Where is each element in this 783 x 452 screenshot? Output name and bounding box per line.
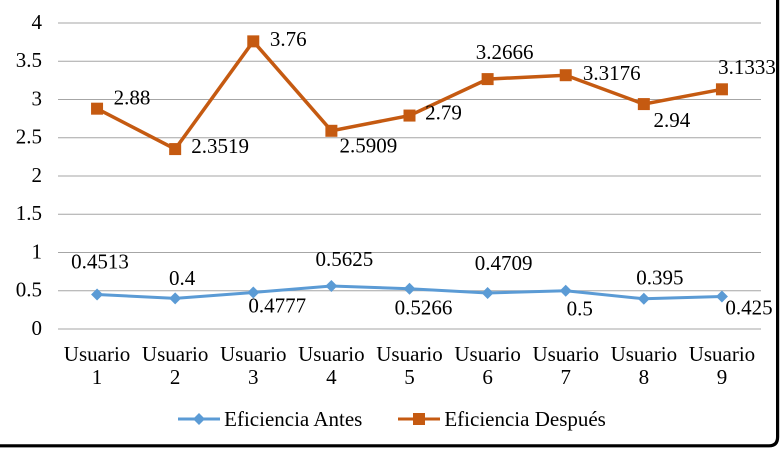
data-point-antes <box>169 292 182 305</box>
y-axis-tick: 2.5 <box>16 125 42 149</box>
y-axis-tick: 4 <box>32 10 43 34</box>
data-label-despues: 3.2666 <box>476 40 534 64</box>
data-label-antes: 0.425 <box>725 295 772 319</box>
x-axis-label-number: 2 <box>170 365 181 389</box>
data-label-antes: 0.4513 <box>71 249 129 273</box>
data-point-despues <box>559 69 572 82</box>
y-axis-tick: 0 <box>32 316 43 340</box>
x-axis-label-word: Usuario <box>532 342 599 366</box>
data-label-despues: 2.94 <box>653 108 690 132</box>
x-axis-label-number: 7 <box>560 365 571 389</box>
data-label-despues: 3.1333 <box>718 55 776 79</box>
data-point-despues <box>169 143 182 156</box>
data-label-antes: 0.4709 <box>475 251 533 275</box>
data-point-antes <box>637 292 650 305</box>
legend-marker-despues-icon <box>398 413 441 425</box>
x-axis-label-number: 1 <box>92 365 103 389</box>
data-label-antes: 0.5625 <box>316 247 374 271</box>
x-axis-label-number: 3 <box>248 365 259 389</box>
legend-label-antes: Eficiencia Antes <box>224 406 363 431</box>
data-label-antes: 0.4777 <box>248 293 306 317</box>
data-label-despues: 2.5909 <box>340 134 398 158</box>
data-label-despues: 2.88 <box>114 85 151 109</box>
legend-item-antes[interactable]: Eficiencia Antes <box>177 406 363 431</box>
data-label-antes: 0.395 <box>636 266 683 290</box>
y-axis-tick: 0.5 <box>16 278 42 302</box>
y-axis-tick: 1.5 <box>16 201 42 225</box>
x-axis-label-number: 6 <box>482 365 493 389</box>
x-axis-label-number: 4 <box>326 365 337 389</box>
data-point-antes <box>247 286 260 299</box>
x-axis-label-number: 5 <box>404 365 415 389</box>
x-axis-label-word: Usuario <box>220 342 287 366</box>
legend-item-despues[interactable]: Eficiencia Después <box>397 406 606 431</box>
data-label-despues: 3.76 <box>270 27 307 51</box>
data-label-antes: 0.4 <box>169 266 196 290</box>
data-point-antes <box>91 288 104 301</box>
data-label-antes: 0.5266 <box>395 296 453 320</box>
legend-marker-antes-icon <box>178 413 221 425</box>
x-axis-label-word: Usuario <box>64 342 131 366</box>
x-axis-label-number: 9 <box>717 365 728 389</box>
data-point-despues <box>637 98 650 111</box>
data-point-despues <box>403 109 416 122</box>
y-axis-tick: 2 <box>32 163 43 187</box>
y-axis-tick: 3.5 <box>16 48 42 72</box>
x-axis-label-word: Usuario <box>689 342 756 366</box>
data-point-antes <box>715 290 728 303</box>
data-label-antes: 0.5 <box>567 297 593 321</box>
data-point-despues <box>247 35 260 48</box>
x-axis-label-word: Usuario <box>376 342 443 366</box>
x-axis-label-number: 8 <box>639 365 650 389</box>
legend-label-despues: Eficiencia Después <box>444 406 606 431</box>
y-axis-tick: 1 <box>32 239 43 263</box>
data-point-antes <box>403 282 416 295</box>
x-axis-label-word: Usuario <box>454 342 521 366</box>
data-point-despues <box>715 83 728 96</box>
data-point-despues <box>91 102 104 115</box>
data-point-antes <box>481 286 494 299</box>
chart-legend: Eficiencia Antes Eficiencia Después <box>0 405 783 433</box>
data-label-despues: 2.3519 <box>191 134 249 158</box>
x-axis-label-word: Usuario <box>611 342 678 366</box>
data-label-despues: 3.3176 <box>583 61 641 85</box>
data-label-despues: 2.79 <box>425 100 462 124</box>
x-axis-label-word: Usuario <box>298 342 365 366</box>
data-point-despues <box>481 73 494 86</box>
x-axis-label-word: Usuario <box>142 342 209 366</box>
data-point-antes <box>559 284 572 297</box>
y-axis-tick: 3 <box>32 86 43 110</box>
data-point-despues <box>325 124 338 137</box>
data-point-antes <box>325 279 338 292</box>
